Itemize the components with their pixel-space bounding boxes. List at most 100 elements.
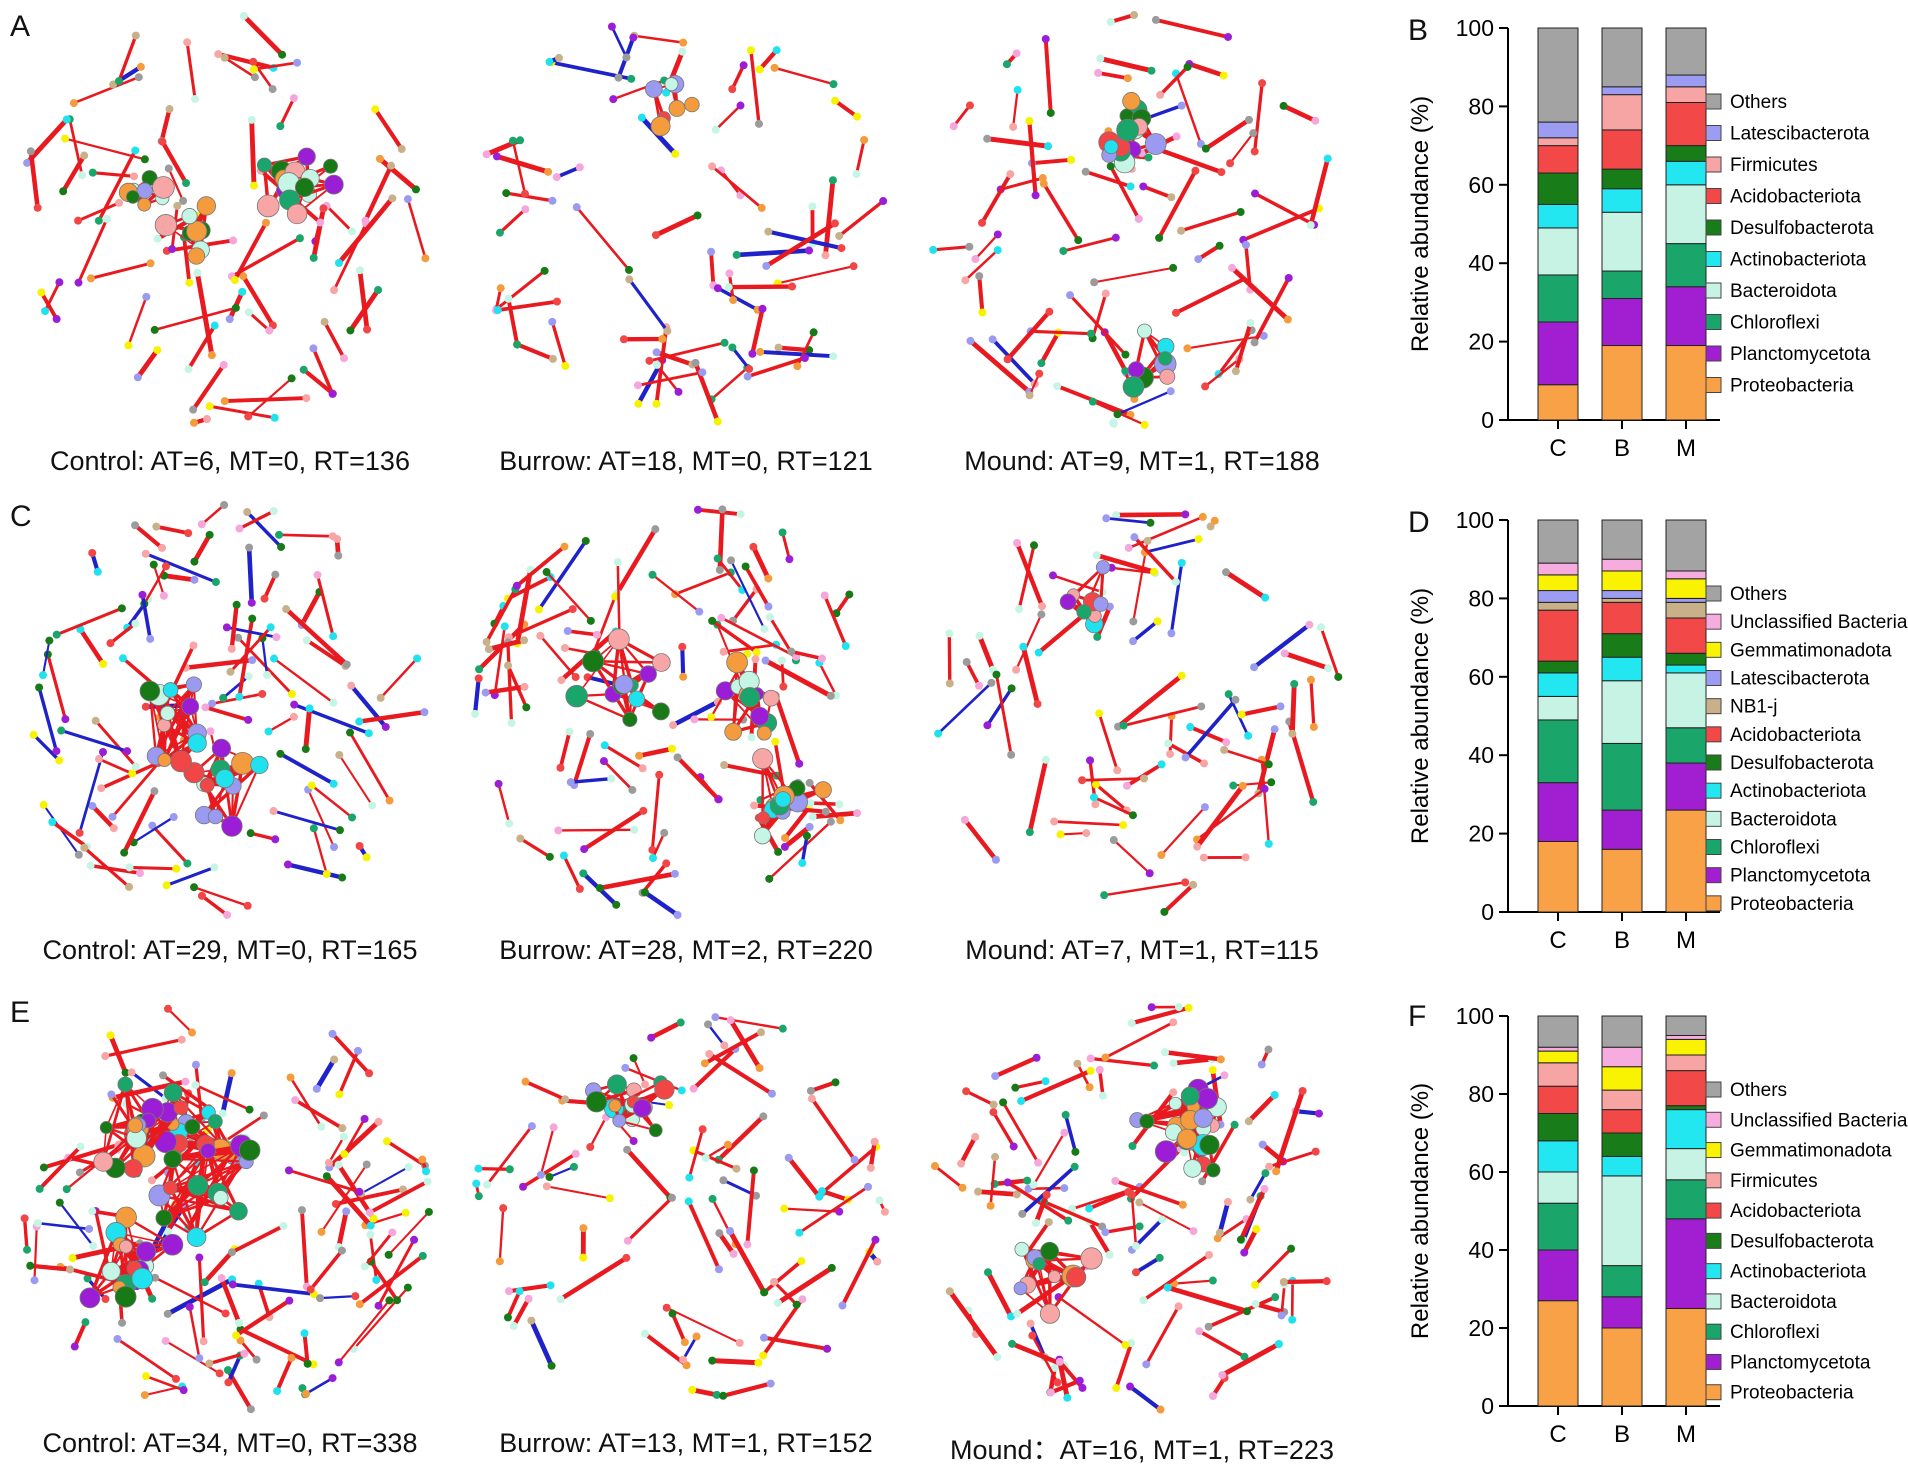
network-node [1280,102,1288,110]
network-node [764,228,772,236]
network-node [319,204,327,212]
positive-edge [577,207,629,270]
bar-segment [1602,681,1642,744]
network-node [206,531,214,539]
network-node [190,576,198,584]
positive-edge [1181,212,1241,231]
network-node [293,59,301,67]
network-node [247,1405,255,1413]
network-node [1193,843,1201,851]
network-node [1224,33,1232,41]
network-node [809,813,817,821]
network-node [702,1154,710,1162]
network-node [1093,633,1101,641]
network-node [1245,1117,1253,1125]
network-graph-a-burrow [460,0,900,440]
network-node [1146,869,1154,877]
positive-edge [751,50,759,124]
positive-edge [138,350,157,377]
network-node [323,1172,331,1180]
legend-label: Bacteroidota [1730,281,1837,302]
network-node [957,1160,965,1168]
bar-segment [1538,1047,1578,1051]
positive-edge [1256,1304,1285,1312]
positive-edge [1099,713,1117,770]
network-node [1124,74,1132,82]
network-node [851,1156,859,1164]
bar-segment [1666,1106,1706,1110]
network-node [142,703,150,711]
positive-edge [34,1226,36,1280]
network-graph-c-control [4,490,444,930]
network-node [366,1208,374,1216]
network-node [576,163,584,171]
network-node [1252,1225,1260,1233]
network-node [55,756,63,764]
network-node [714,554,722,562]
positive-edge [775,68,834,84]
positive-edge [525,1082,565,1100]
network-node [818,654,826,662]
network-node [720,761,728,769]
positive-edge [487,1126,532,1184]
network-node [253,1356,261,1364]
network-node [314,571,322,579]
network-node [567,778,575,786]
network-node [1167,387,1175,395]
positive-edge [1284,106,1316,121]
network-node [810,328,818,336]
network-node [1008,684,1016,692]
negative-edge [1130,1387,1160,1410]
bar-segment [1666,673,1706,728]
positive-edge [166,1341,220,1373]
network-node [69,1254,77,1262]
positive-edge [274,659,333,703]
network-node [750,801,758,809]
network-node [665,1101,673,1109]
network-node [393,1296,401,1304]
positive-edge [48,654,66,719]
network-node [510,1322,518,1330]
network-node [361,1262,369,1270]
network-node [934,730,942,738]
network-node [146,635,154,643]
legend-label: Acidobacteriota [1730,187,1861,208]
bar-segment [1666,598,1706,602]
network-node [587,617,595,625]
positive-edge [168,1009,192,1033]
bar-segment [1666,346,1706,420]
network-node [1249,129,1257,137]
network-node [522,703,530,711]
bar-segment [1538,1141,1578,1172]
network-node [1087,330,1095,338]
bar-segment [1538,696,1578,720]
bar-segment [1538,1301,1578,1406]
network-node [160,592,168,600]
network-node [153,346,161,354]
network-node [867,1164,875,1172]
network-node [1155,234,1163,242]
network-node [1312,1148,1320,1156]
negative-edge [1106,518,1150,523]
network-node [1090,278,1098,286]
network-node [296,234,304,242]
network-node [162,1234,183,1255]
network-node [89,169,97,177]
network-node [147,259,155,267]
positive-edge [540,636,575,677]
positive-edge [1059,1297,1126,1345]
positive-edge [45,282,59,311]
network-node [1064,1217,1072,1225]
positive-edge [1174,1281,1213,1284]
network-node [1315,1110,1323,1118]
negative-edge [320,1296,355,1298]
network-node [302,1390,310,1398]
bar-segment [1602,346,1642,420]
network-node [287,204,307,224]
network-node [346,729,354,737]
network-node [818,1187,826,1195]
network-node [1074,236,1082,244]
network-node [606,1194,614,1202]
network-node [245,544,253,552]
